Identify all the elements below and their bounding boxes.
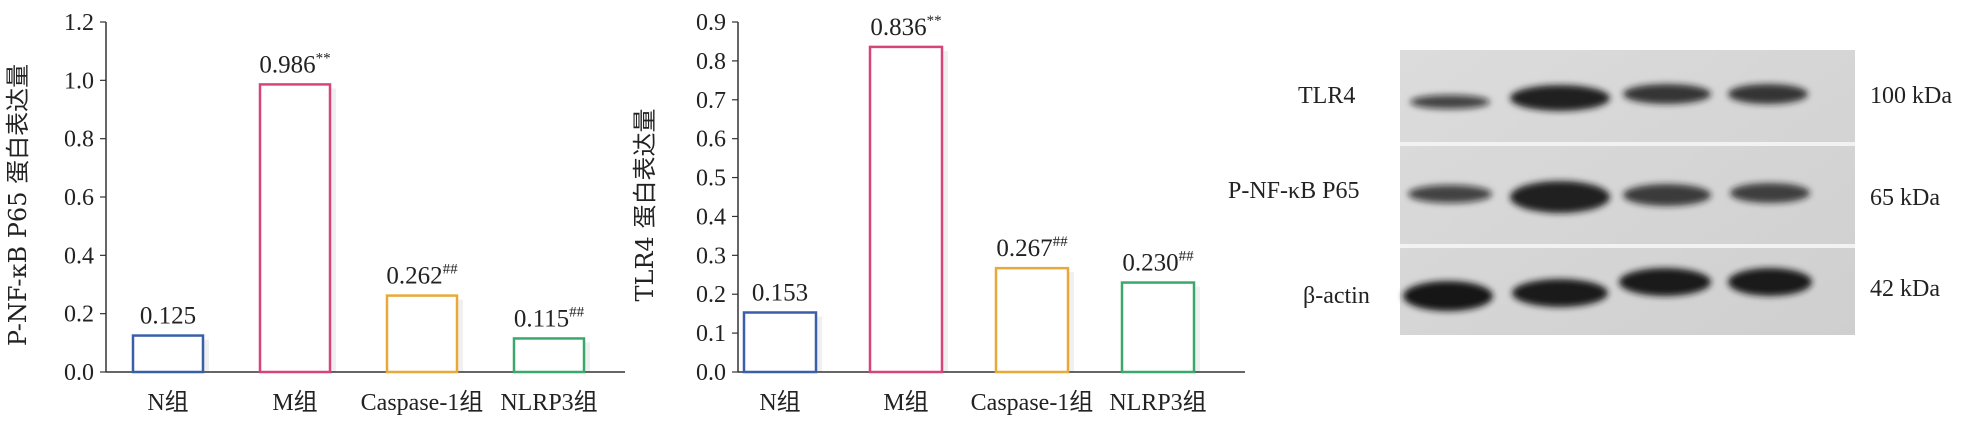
band-p65-nlrp3 <box>1730 183 1810 203</box>
y-tick-label: 0.3 <box>696 243 726 269</box>
western-blot-image <box>1400 50 1855 335</box>
chart-1: 0.0 0.2 0.4 0.6 0.8 1.0 1.2 P-NF-κB P65 蛋白表达量 0.… <box>4 10 625 416</box>
bar-value-label: 0.267## <box>996 234 1068 262</box>
y-tick-label: 0.8 <box>64 127 94 153</box>
bar-value-label: 0.115## <box>514 304 585 332</box>
category-label: NLRP3组 <box>500 389 597 416</box>
bar-value-label: 0.125 <box>140 303 196 330</box>
bar-value-label: 0.153 <box>752 280 808 307</box>
blot-label-beta-actin: β-actin <box>1303 283 1370 309</box>
y-tick-label: 0.7 <box>696 88 726 114</box>
category-label: M组 <box>883 389 928 416</box>
band-actin-n <box>1403 281 1493 311</box>
category-label: N组 <box>147 389 188 416</box>
band-actin-caspase1 <box>1619 268 1711 296</box>
blot-label-p-nf-kb-p65: P-NF-κB P65 <box>1228 178 1360 204</box>
y-tick-label: 1.2 <box>64 10 94 36</box>
y-tick-label: 0.4 <box>64 243 94 269</box>
category-label: Caspase-1组 <box>361 389 484 416</box>
bar-value-label: 0.262## <box>386 262 458 290</box>
band-tlr4-n <box>1410 95 1490 109</box>
bar-value-label: 0.230## <box>1122 249 1194 277</box>
y-axis-title: P-NF-κB P65 蛋白表达量 <box>4 64 32 346</box>
bar <box>1120 281 1196 374</box>
y-tick-label: 0.0 <box>64 360 94 386</box>
significance-mark: ** <box>927 13 942 29</box>
band-p65-caspase1 <box>1623 184 1711 206</box>
y-tick-label: 0.6 <box>696 127 726 153</box>
y-axis-title: TLR4 蛋白表达量 <box>631 109 659 302</box>
bar-value-label: 0.836** <box>870 13 941 41</box>
y-tick-label: 0.5 <box>696 166 726 192</box>
bar <box>512 337 586 374</box>
bar <box>258 83 332 374</box>
y-tick-label: 1.0 <box>64 68 94 94</box>
bar <box>131 334 205 374</box>
band-tlr4-nlrp3 <box>1728 84 1808 104</box>
significance-mark: ## <box>1053 234 1069 250</box>
y-tick-label: 0.6 <box>64 185 94 211</box>
bar <box>385 294 459 374</box>
bar-charts: 0.0 0.2 0.4 0.6 0.8 1.0 1.2 P-NF-κB P65 蛋白表达量 0.… <box>4 10 1245 416</box>
category-label: NLRP3组 <box>1109 389 1206 416</box>
y-tick-label: 0.2 <box>696 282 726 308</box>
significance-mark: ** <box>316 50 331 66</box>
band-actin-nlrp3 <box>1728 268 1812 296</box>
band-tlr4-m <box>1510 85 1610 111</box>
y-tick-label: 0.4 <box>696 204 726 230</box>
band-tlr4-caspase1 <box>1623 84 1711 104</box>
y-tick-label: 0.0 <box>696 360 726 386</box>
category-label: M组 <box>272 389 317 416</box>
category-label: Caspase-1组 <box>971 389 1094 416</box>
blot-size-beta-actin: 42 kDa <box>1870 276 1940 302</box>
significance-mark: ## <box>1179 249 1195 265</box>
bar <box>868 45 944 374</box>
blot-label-tlr4: TLR4 <box>1298 83 1356 109</box>
y-tick-label: 0.9 <box>696 10 726 36</box>
significance-mark: ## <box>569 304 585 320</box>
category-label: N组 <box>759 389 800 416</box>
bar <box>994 266 1070 374</box>
bar <box>742 311 818 374</box>
blot-size-tlr4: 100 kDa <box>1870 83 1952 109</box>
bar-value-label: 0.986** <box>259 50 330 78</box>
chart-2: 0.0 0.1 0.2 0.3 0.4 0.5 0.6 0.7 0.8 0.9 TLR4 蛋白表达量… <box>631 10 1245 416</box>
blot-size-p-nf-kb-p65: 65 kDa <box>1870 185 1940 211</box>
y-tick-label: 0.2 <box>64 302 94 328</box>
band-p65-m <box>1510 181 1610 213</box>
y-tick-label: 0.8 <box>696 49 726 75</box>
band-actin-m <box>1512 279 1608 307</box>
y-tick-label: 0.1 <box>696 321 726 347</box>
significance-mark: ## <box>443 262 459 278</box>
band-p65-n <box>1408 185 1492 203</box>
